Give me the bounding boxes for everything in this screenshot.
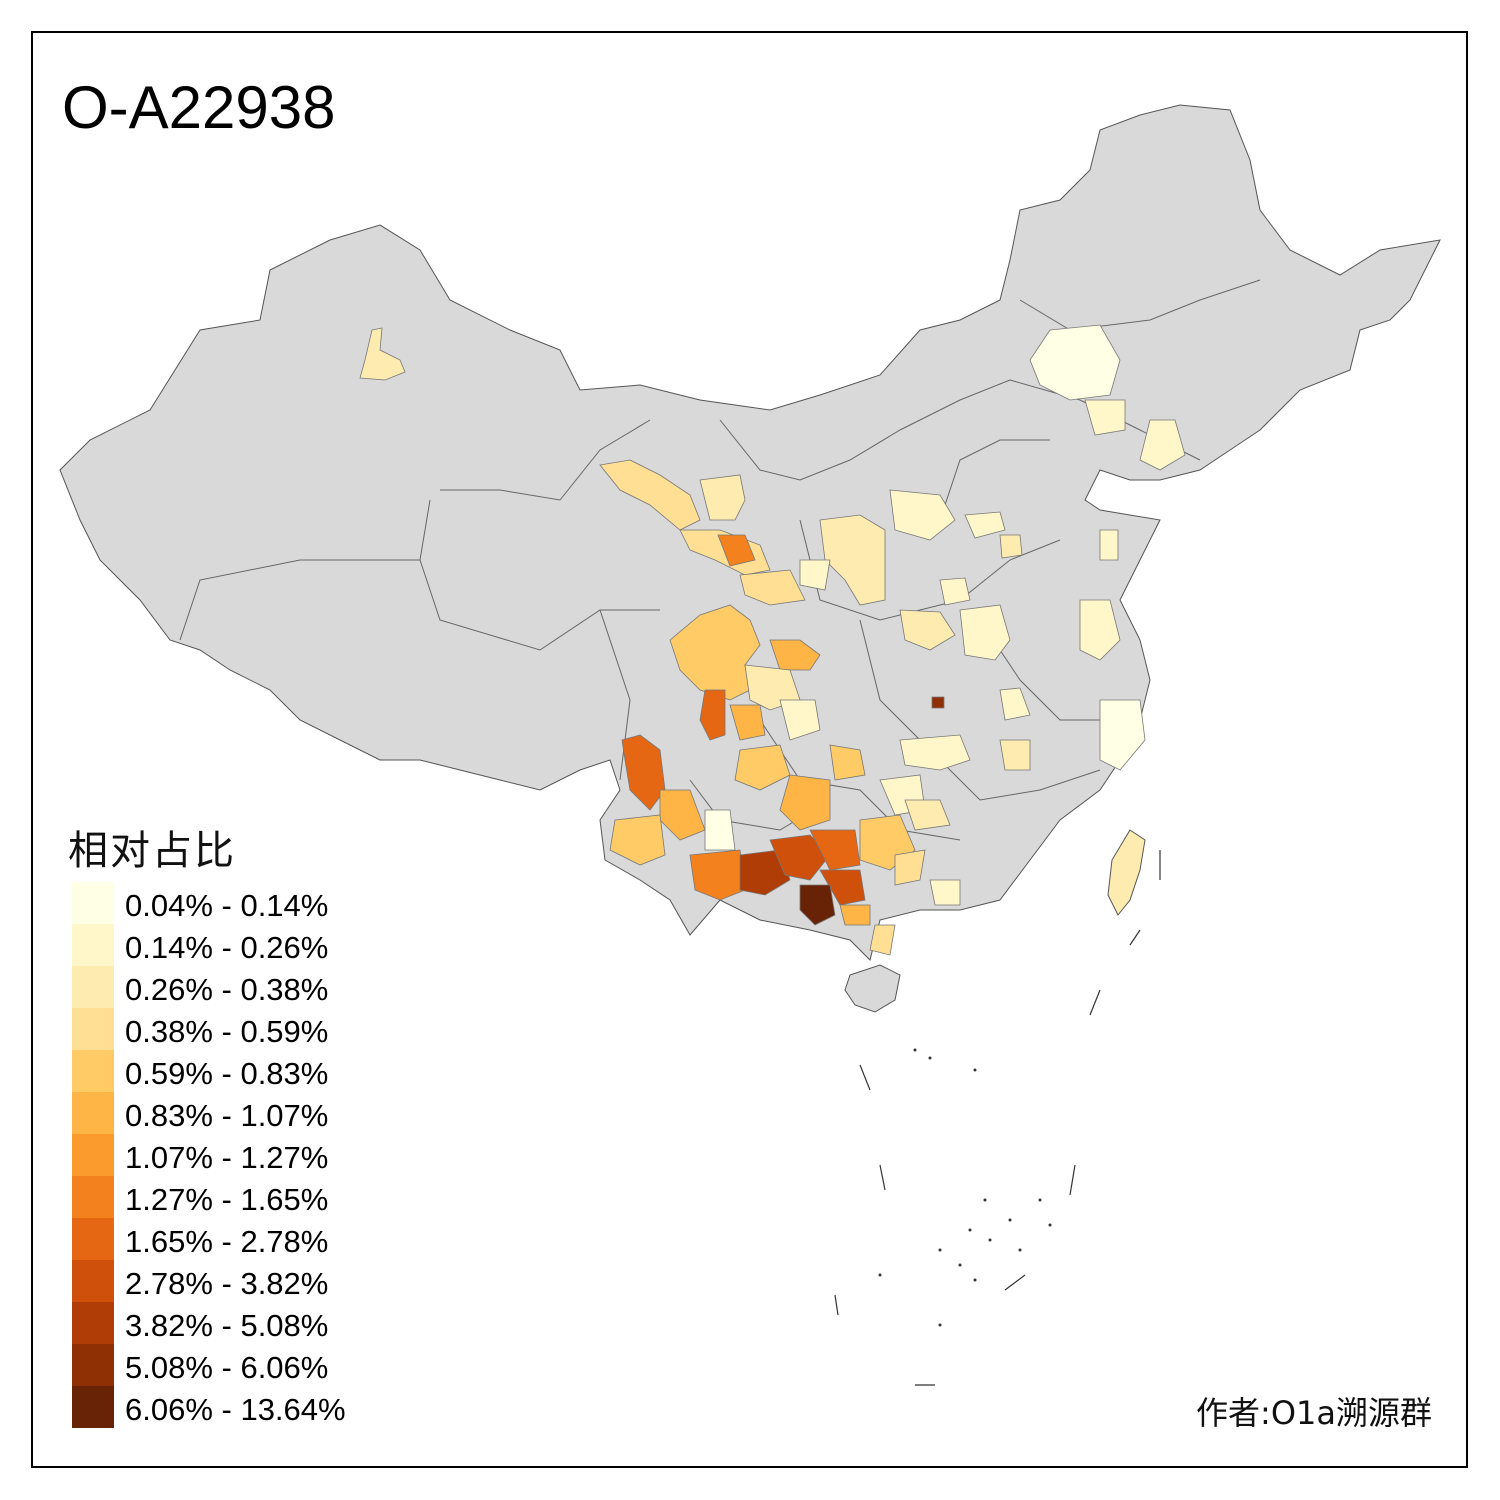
region-guangxi-4 <box>839 904 871 926</box>
legend-label: 3.82% - 5.08% <box>125 1308 329 1343</box>
island-dots <box>878 1048 1052 1327</box>
region-shandong <box>1099 529 1119 561</box>
legend-item: 0.38% - 0.59% <box>72 1008 328 1050</box>
region-chongqing <box>779 699 821 741</box>
region-guizhou-1 <box>734 744 791 791</box>
region-jiangxi <box>999 739 1031 771</box>
region-sichuan-2 <box>769 639 821 671</box>
region-zhejiang <box>1099 699 1146 771</box>
legend-swatch <box>72 1386 114 1428</box>
legend-swatch <box>72 1260 114 1302</box>
legend-label: 0.14% - 0.26% <box>125 930 329 965</box>
legend-item: 5.08% - 6.06% <box>72 1344 328 1386</box>
region-yunnan-west <box>621 734 666 811</box>
region-shanxi <box>889 489 956 541</box>
legend-swatch <box>72 966 114 1008</box>
legend-title: 相对占比 <box>68 828 236 874</box>
legend-swatch <box>72 1050 114 1092</box>
region-guangxi-darkest <box>799 884 836 926</box>
region-henan-1 <box>939 577 971 606</box>
region-gansu-2 <box>699 474 746 521</box>
region-guizhou-2 <box>779 774 831 831</box>
region-hubei-dot <box>931 696 945 709</box>
legend-label: 1.27% - 1.65% <box>125 1182 329 1217</box>
legend-label: 0.04% - 0.14% <box>125 888 329 923</box>
legend-label: 1.07% - 1.27% <box>125 1140 329 1175</box>
region-sichuan-4 <box>699 689 726 741</box>
region-guangdong-1 <box>894 849 926 886</box>
legend-swatch <box>72 1218 114 1260</box>
region-yunnan-5 <box>689 849 746 901</box>
author-credit: 作者:O1a溯源群 <box>1196 1394 1432 1432</box>
region-gansu-4 <box>717 534 756 567</box>
south-china-sea-islands <box>834 850 1161 1386</box>
map-title: O-A22938 <box>62 74 336 141</box>
legend-item: 2.78% - 3.82% <box>72 1260 328 1302</box>
legend-item: 0.04% - 0.14% <box>72 882 328 924</box>
region-heilongjiang-south <box>1029 324 1121 401</box>
region-jiangsu <box>1079 599 1121 661</box>
legend-item: 0.26% - 0.38% <box>72 966 328 1008</box>
legend-swatch <box>72 1176 114 1218</box>
region-hebei-1 <box>964 511 1006 539</box>
legend-label: 2.78% - 3.82% <box>125 1266 329 1301</box>
legend-item: 1.27% - 1.65% <box>72 1176 328 1218</box>
region-hebei-2 <box>999 534 1023 559</box>
region-henan-2 <box>899 609 956 651</box>
legend-swatch <box>72 882 114 924</box>
region-gansu-5 <box>739 569 806 606</box>
region-liaoning-2 <box>1139 419 1186 471</box>
legend-swatch <box>72 1008 114 1050</box>
legend-item: 6.06% - 13.64% <box>72 1386 346 1428</box>
legend-item: 3.82% - 5.08% <box>72 1302 328 1344</box>
region-guangdong-2 <box>869 924 896 956</box>
legend-label: 1.65% - 2.78% <box>125 1224 329 1259</box>
region-sichuan-5 <box>729 704 766 741</box>
legend-item: 0.83% - 1.07% <box>72 1092 328 1134</box>
region-guizhou-3 <box>829 744 866 781</box>
map-frame <box>31 31 1468 1468</box>
legend-item: 1.07% - 1.27% <box>72 1134 328 1176</box>
region-hubei-1 <box>899 734 971 771</box>
region-guangdong-3 <box>929 879 961 906</box>
region-anhui <box>999 687 1031 721</box>
china-base-map <box>59 104 1441 1013</box>
region-liaoning <box>1084 399 1126 436</box>
region-gansu-1 <box>599 459 701 531</box>
legend-swatch <box>72 1302 114 1344</box>
legend-swatch <box>72 924 114 966</box>
legend-label: 0.59% - 0.83% <box>125 1056 329 1091</box>
legend-label: 0.38% - 0.59% <box>125 1014 329 1049</box>
region-hunan-2 <box>904 799 951 831</box>
region-guangxi-darkbrown <box>739 849 791 896</box>
legend-swatch <box>72 1344 114 1386</box>
legend-label: 0.26% - 0.38% <box>125 972 329 1007</box>
legend-swatch <box>72 1134 114 1176</box>
legend-item: 1.65% - 2.78% <box>72 1218 328 1260</box>
legend-label: 5.08% - 6.06% <box>125 1350 329 1385</box>
mainland-outline <box>59 104 1441 961</box>
region-guangxi-2 <box>809 829 861 871</box>
legend-item: 0.59% - 0.83% <box>72 1050 328 1092</box>
region-henan-3 <box>959 604 1011 661</box>
hainan <box>844 964 901 1013</box>
legend-item: 0.14% - 0.26% <box>72 924 328 966</box>
legend: 0.04% - 0.14% 0.14% - 0.26% 0.26% - 0.38… <box>72 882 346 1428</box>
taiwan <box>1107 829 1146 916</box>
region-shaanxi-2 <box>799 559 831 591</box>
region-xinjiang-north <box>359 327 406 381</box>
region-yunnan-3 <box>609 814 666 866</box>
legend-label: 6.06% - 13.64% <box>125 1392 346 1427</box>
region-yunnan-4 <box>704 809 736 851</box>
region-guangxi-1 <box>769 834 831 881</box>
legend-label: 0.83% - 1.07% <box>125 1098 329 1133</box>
region-guangxi-3 <box>819 869 866 906</box>
legend-swatch <box>72 1092 114 1134</box>
